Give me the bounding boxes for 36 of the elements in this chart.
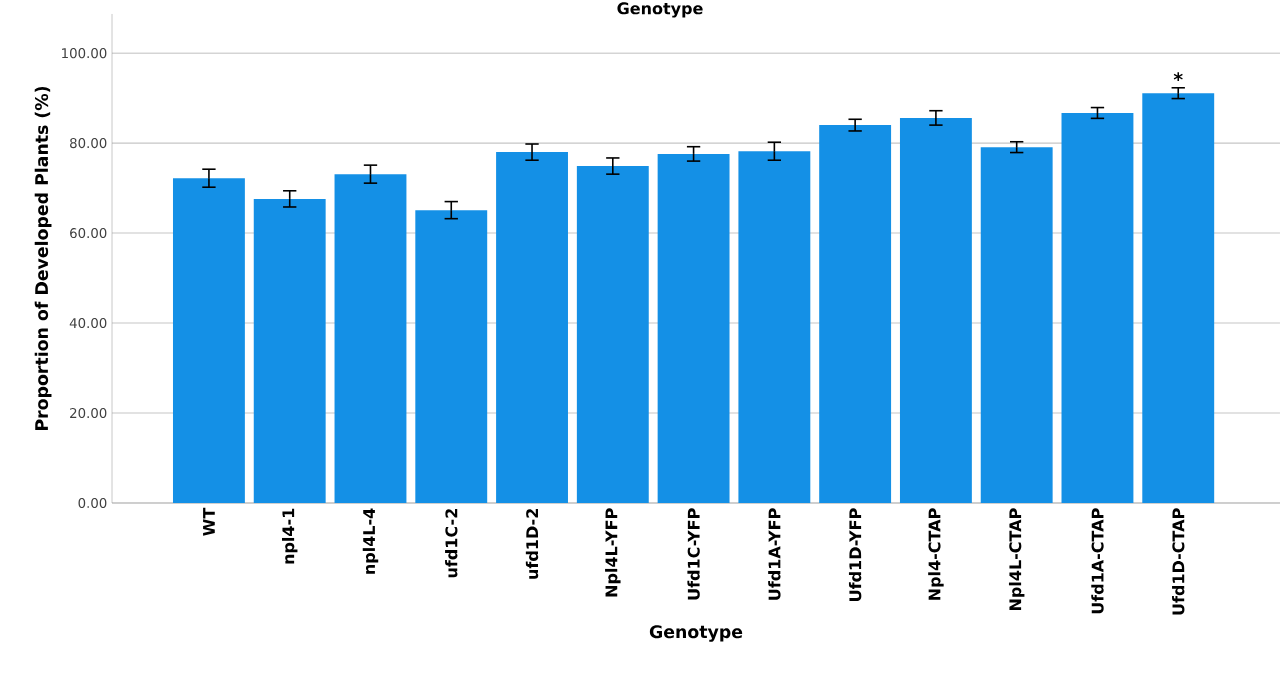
y-tick-label: 100.00: [62, 48, 107, 59]
bar: [1061, 112, 1134, 503]
y-tick-label: 0.00: [78, 497, 107, 509]
x-tick-label: Ufd1D-CTAP: [1172, 508, 1185, 615]
x-tick-label: Ufd1A-CTAP: [1091, 508, 1104, 614]
x-tick-label: Ufd1C-YFP: [687, 508, 700, 600]
x-tick-label: npl4L-4: [362, 508, 379, 574]
y-tick-label: 40.00: [69, 318, 107, 329]
bar: [657, 153, 730, 503]
bar: [576, 166, 649, 503]
y-tick-label: 20.00: [70, 407, 107, 419]
bar: [819, 125, 892, 503]
chart-title: Genotype: [617, 2, 703, 18]
bar: [172, 178, 245, 503]
bar: [415, 210, 488, 503]
bar: [334, 174, 407, 503]
bar: [738, 151, 811, 503]
y-axis-title: Proportion of Developed Plants (%): [34, 86, 52, 431]
bar: [496, 152, 568, 503]
x-tick-label: npl4-1: [281, 508, 298, 564]
y-tick-label: 60.00: [70, 228, 107, 239]
bar: [1142, 93, 1215, 503]
x-axis-title: Genotype: [649, 625, 743, 642]
x-tick-label: Npl4L-CTAP: [1008, 508, 1025, 611]
bar: [253, 198, 326, 503]
x-tick-label: ufd1D-2: [525, 509, 539, 579]
x-tick-label: Npl4L-YFP: [605, 508, 621, 597]
x-tick-label: Ufd1A-YFP: [768, 508, 781, 600]
x-tick-label: Npl4-CTAP: [928, 508, 944, 600]
x-tick-label: WT: [203, 507, 215, 536]
y-tick-label: 80.00: [70, 138, 107, 149]
bar: [899, 117, 972, 503]
x-tick-label: ufd1C-2: [445, 509, 458, 578]
bar: [980, 147, 1053, 503]
x-tick-label: Ufd1D-YFP: [848, 508, 862, 601]
annotation: *: [1173, 72, 1183, 81]
